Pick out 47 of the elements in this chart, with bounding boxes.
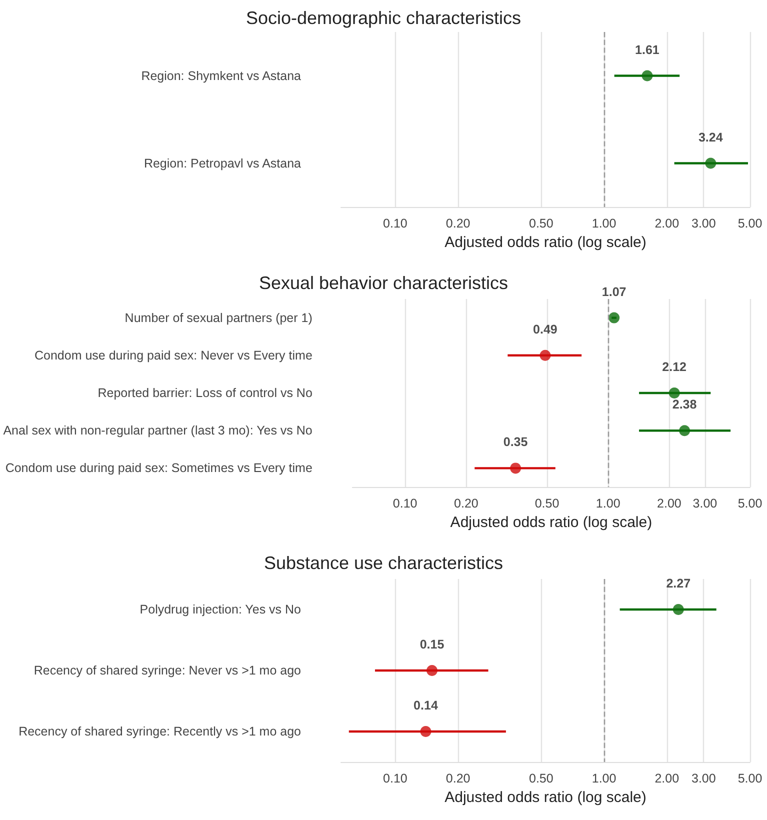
data-label: 2.27: [666, 576, 691, 590]
x-tick-label: 0.20: [446, 216, 470, 230]
x-axis-title: Adjusted odds ratio (log scale): [444, 234, 646, 251]
y-tick-label: Condom use during paid sex: Sometimes vs Every time: [5, 461, 312, 476]
x-tick-label: 1.00: [592, 216, 616, 230]
x-tick-label: 2.00: [654, 216, 680, 230]
data-label: 1.61: [635, 42, 660, 57]
y-tick-label: Recency of shared syringe: Never vs >1 mo ago: [34, 664, 302, 678]
x-tick-label: 0.10: [383, 216, 408, 230]
data-label: 0.15: [420, 638, 444, 652]
x-tick-label: 3.00: [692, 496, 718, 510]
data-label: 1.07: [602, 284, 626, 299]
y-tick-label: Condom use during paid sex: Never vs Every time: [34, 348, 312, 362]
data-label: 0.35: [503, 435, 528, 450]
data-label: 0.49: [533, 322, 558, 336]
y-tick-label: Polydrug injection: Yes vs No: [140, 602, 302, 616]
x-tick-label: 3.00: [692, 216, 716, 230]
x-tick-label: 5.00: [738, 216, 762, 230]
y-tick-label: Reported barrier: Loss of control vs No: [98, 386, 312, 400]
chart-title: Socio-demographic characteristics: [246, 8, 522, 28]
x-tick-label: 0.50: [529, 772, 554, 786]
y-tick-label: Region: Petropavl vs Astana: [144, 156, 302, 170]
x-tick-label: 1.00: [592, 772, 616, 786]
y-tick-label: Recency of shared syringe: Recently vs >1 mo ago: [18, 724, 302, 738]
x-tick-label: 2.00: [654, 772, 680, 786]
x-axis-title: Adjusted odds ratio (log scale): [444, 789, 646, 806]
x-tick-label: 3.00: [692, 772, 716, 786]
x-tick-label: 0.10: [392, 496, 418, 510]
x-tick-label: 2.00: [657, 496, 682, 510]
y-tick-label: Region: Shymkent vs Astana: [141, 68, 302, 83]
y-tick-label: Anal sex with non-regular partner (last 3 mo): Yes vs No: [3, 424, 312, 438]
data-label: 0.14: [414, 698, 438, 712]
data-label: 2.38: [672, 398, 697, 412]
x-tick-label: 0.10: [383, 772, 408, 786]
x-tick-label: 0.50: [529, 216, 554, 230]
x-axis-title: Adjusted odds ratio (log scale): [450, 514, 652, 531]
chart-title: Sexual behavior characteristics: [258, 273, 508, 293]
x-tick-label: 0.20: [454, 496, 478, 510]
data-label: 2.12: [662, 360, 687, 374]
x-tick-label: 1.00: [596, 496, 620, 510]
data-label: 3.24: [698, 130, 723, 144]
x-tick-label: 0.20: [446, 772, 470, 786]
x-tick-label: 5.00: [738, 496, 762, 510]
chart-title: Substance use characteristics: [264, 553, 504, 573]
x-tick-label: 0.50: [534, 496, 560, 510]
x-tick-label: 5.00: [738, 772, 762, 786]
y-tick-label: Number of sexual partners (per 1): [124, 310, 312, 325]
